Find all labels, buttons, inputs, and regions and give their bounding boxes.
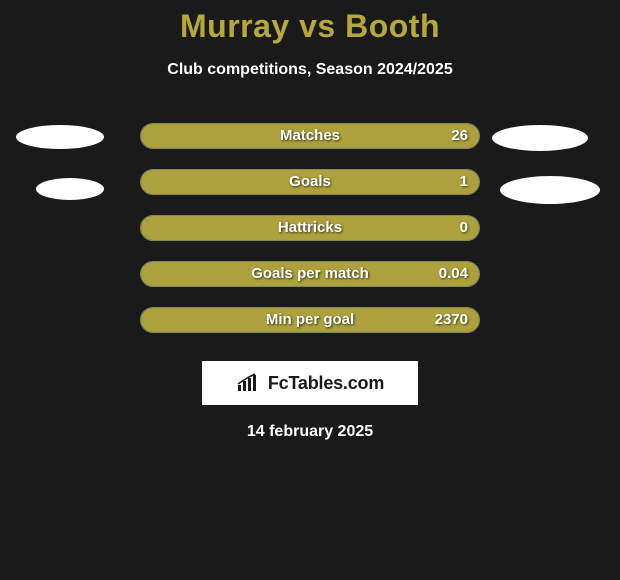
stat-bar-left xyxy=(141,262,283,286)
player2-name: Booth xyxy=(345,8,440,44)
logo-text: FcTables.com xyxy=(268,373,384,394)
barchart-icon xyxy=(236,373,262,393)
subtitle: Club competitions, Season 2024/2025 xyxy=(0,61,620,79)
stat-bar-container xyxy=(140,215,480,241)
stat-bar-container xyxy=(140,169,480,195)
stat-bar-container xyxy=(140,261,480,287)
stat-bar-left xyxy=(141,170,283,194)
stat-bar-left xyxy=(141,216,283,240)
stat-bar-left xyxy=(141,308,283,332)
player1-name: Murray xyxy=(180,8,290,44)
title-vs: vs xyxy=(299,8,336,44)
decorative-ellipse xyxy=(16,125,104,149)
stat-row: Hattricks0 xyxy=(0,215,620,261)
decorative-ellipse xyxy=(36,178,104,200)
stat-bar-left xyxy=(141,124,283,148)
stat-bar-right xyxy=(283,216,479,240)
date: 14 february 2025 xyxy=(0,423,620,441)
comparison-title: Murray vs Booth xyxy=(0,0,620,45)
decorative-ellipse xyxy=(500,176,600,204)
stat-bar-right xyxy=(283,170,479,194)
stat-bar-right xyxy=(283,308,479,332)
stat-bar-right xyxy=(283,262,479,286)
stat-row: Min per goal2370 xyxy=(0,307,620,353)
stat-bar-right xyxy=(283,124,479,148)
stat-row: Goals per match0.04 xyxy=(0,261,620,307)
stat-bar-container xyxy=(140,307,480,333)
stat-bar-container xyxy=(140,123,480,149)
logo-box: FcTables.com xyxy=(202,361,418,405)
stats-rows: Matches26Goals1Hattricks0Goals per match… xyxy=(0,123,620,353)
decorative-ellipse xyxy=(492,125,588,151)
